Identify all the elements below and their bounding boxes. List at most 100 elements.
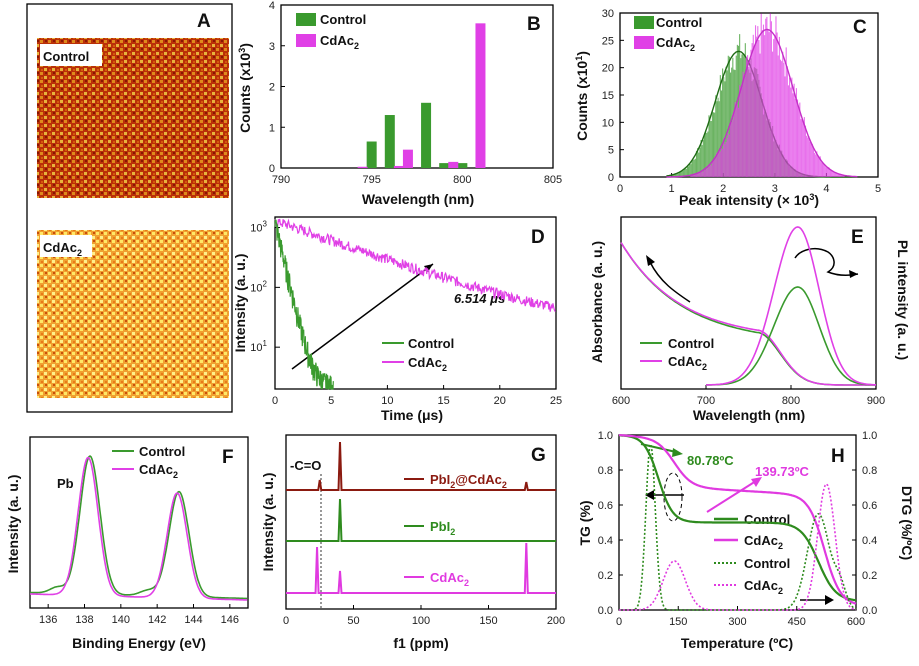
- legend-h-cdac2-dot: CdAc2: [744, 578, 783, 596]
- x-tick-label-b-800: 800: [453, 174, 471, 186]
- hist-bar-c-control-1.65: [705, 130, 707, 177]
- hist-bar-c-cdac2-2.13: [730, 122, 732, 177]
- hist-bar-c-cdac2-2.92: [770, 21, 772, 178]
- legend-c-cdac2: CdAc2: [656, 35, 695, 53]
- y-tick-label-d-base-1000: 10: [250, 223, 262, 235]
- hist-bar-c-cdac2-1.80: [712, 160, 715, 177]
- hist-bar-c-cdac2-1.65: [705, 169, 707, 177]
- hist-bar-c-cdac2-3.69: [810, 142, 812, 177]
- panel-d-arrowhead: [424, 264, 433, 272]
- hist-bar-c-control-1.96: [720, 90, 723, 177]
- panel-b-frame: [280, 4, 554, 169]
- hist-bar-c-cdac2-2.48: [748, 66, 750, 177]
- hist-bar-c-cdac2-3.91: [821, 162, 824, 177]
- hist-bar-c-control-1.74: [709, 120, 711, 177]
- panel-e-ylabel: Absorbance (a. u.): [589, 241, 605, 363]
- y-tick-label-d-10: 101: [250, 339, 267, 354]
- hist-bar-c-cdac2-3.94: [823, 164, 825, 177]
- legend-g-1-b: 2: [450, 480, 455, 490]
- hist-bar-c-cdac2-1.71: [708, 165, 710, 177]
- hist-bar-c-control-1.12: [677, 173, 679, 177]
- x-tick-label-f-146: 146: [221, 614, 239, 626]
- panel-e-ylabel2: PL intensity (a. u.): [895, 240, 911, 360]
- panel-e-pl-arrowhead: [849, 270, 858, 278]
- series-d-control: [274, 219, 334, 390]
- legend-g-3-a: CdAc: [430, 570, 464, 585]
- hist-bar-c-cdac2-1.36: [690, 175, 692, 177]
- hist-bar-c-cdac2-2.99: [774, 36, 776, 177]
- hist-bar-c-cdac2-3.21: [785, 47, 787, 177]
- legend-c-cdac2-swatch: [634, 36, 654, 49]
- hist-bar-c-control-1.54: [699, 147, 701, 177]
- hist-bar-c-cdac2-2.42: [744, 76, 746, 177]
- hist-bar-c-cdac2-3.87: [819, 156, 821, 177]
- hist-bar-c-cdac2-2.97: [773, 39, 775, 178]
- hist-bar-c-cdac2-3.63: [807, 137, 809, 177]
- hist-bar-c-cdac2-2.64: [756, 36, 758, 177]
- map-label-control-bg: [40, 44, 102, 66]
- legend-b-cdac2-sub: 2: [354, 41, 359, 51]
- x-tick-label-f-136: 136: [39, 614, 57, 626]
- legend-g-1-a: PbI: [430, 472, 450, 487]
- hist-bar-c-cdac2-2.31: [739, 85, 741, 177]
- series-h-dtg-control: [619, 442, 857, 611]
- legend-g-cdac2: CdAc2: [430, 570, 469, 588]
- y-tick-label-d-base-100: 10: [250, 282, 262, 294]
- x-tick-label-c-2: 2: [720, 183, 726, 195]
- hist-bar-c-cdac2-2.66: [757, 26, 759, 177]
- panel-b-ylabel-sup: 3: [237, 48, 247, 53]
- y-tick-label-b-1: 1: [269, 122, 275, 134]
- panel-b-letter: B: [527, 14, 541, 35]
- legend-h-cdac2-solid-sub: 2: [778, 541, 783, 551]
- hist-bar-c-cdac2-3.78: [815, 154, 817, 177]
- panel-h-ylabel2: DTG (%/ºC): [899, 486, 915, 560]
- hist-bar-c-control-1.34: [689, 163, 691, 177]
- hist-bar-c-cdac2-3.54: [802, 121, 804, 177]
- panel-d-frame: [274, 216, 557, 390]
- hist-bar-c-control-1.85: [715, 95, 717, 177]
- pl-e-control: [706, 286, 877, 386]
- hist-bar-c-cdac2-1.76: [710, 165, 712, 177]
- hist-bar-c-cdac2-4.31: [842, 174, 844, 177]
- hist-bar-c-cdac2-2.81: [765, 18, 767, 177]
- legend-f-control: Control: [139, 444, 185, 459]
- y-tick-label-h2-0.8: 0.8: [862, 465, 877, 477]
- panel-d-letter: D: [531, 227, 545, 248]
- hist-bar-c-cdac2-3.83: [817, 155, 819, 177]
- hist-bar-c-cdac2-1.54: [699, 171, 701, 177]
- y-tick-label-b-4: 4: [269, 0, 275, 12]
- legend-b-control: Control: [320, 12, 366, 27]
- hist-bar-c-cdac2-3.30: [790, 87, 792, 177]
- hist-bar-c-cdac2-2.02: [724, 144, 726, 177]
- hist-bar-c-cdac2-3.96: [824, 164, 826, 177]
- y-tick-label-h-0.4: 0.4: [598, 535, 613, 547]
- hist-bar-c-cdac2-2.20: [733, 113, 735, 177]
- y-tick-label-b-3: 3: [269, 41, 275, 53]
- hist-bar-c-cdac2-3.43: [796, 99, 799, 177]
- x-tick-label-h-600: 600: [847, 616, 865, 628]
- nmr-g-pbi2cdac2: [286, 441, 556, 491]
- panel-b-xlabel: Wavelength (nm): [362, 191, 474, 207]
- hist-bar-c-cdac2-4.20: [836, 173, 838, 177]
- hist-bar-c-cdac2-2.09: [727, 133, 729, 177]
- legend-d-control: Control: [408, 336, 454, 351]
- hist-bar-c-control-1.38: [691, 160, 693, 177]
- hist-bar-c-cdac2-2.24: [735, 105, 737, 177]
- panel-d-ylabel: Intensity (a. u.): [232, 254, 248, 353]
- hist-bar-c-control-1.91: [718, 101, 720, 177]
- series-d-cdac2: [274, 218, 556, 313]
- hist-bar-c-cdac2-2.70: [759, 53, 761, 178]
- legend-c-cdac2-text: CdAc: [656, 35, 690, 50]
- hist-bar-c-cdac2-3.36: [793, 83, 795, 177]
- panel-c-ylabel: Counts (x101): [574, 51, 590, 141]
- hist-bar-c-cdac2-3.76: [814, 152, 816, 177]
- hist-bar-c-cdac2-3.01: [775, 16, 777, 178]
- x-tick-label-d-0: 0: [272, 395, 278, 407]
- hist-bar-c-cdac2-2.18: [732, 119, 734, 177]
- panel-h-arrowhead-control: [672, 448, 683, 457]
- hist-bar-c-cdac2-4.09: [831, 170, 833, 177]
- hist-bar-c-control-2.04: [725, 66, 727, 177]
- legend-b-cdac2: CdAc2: [320, 33, 359, 51]
- hist-bar-c-cdac2-4.05: [828, 167, 830, 177]
- panel-e-abs-arrowhead: [646, 255, 655, 266]
